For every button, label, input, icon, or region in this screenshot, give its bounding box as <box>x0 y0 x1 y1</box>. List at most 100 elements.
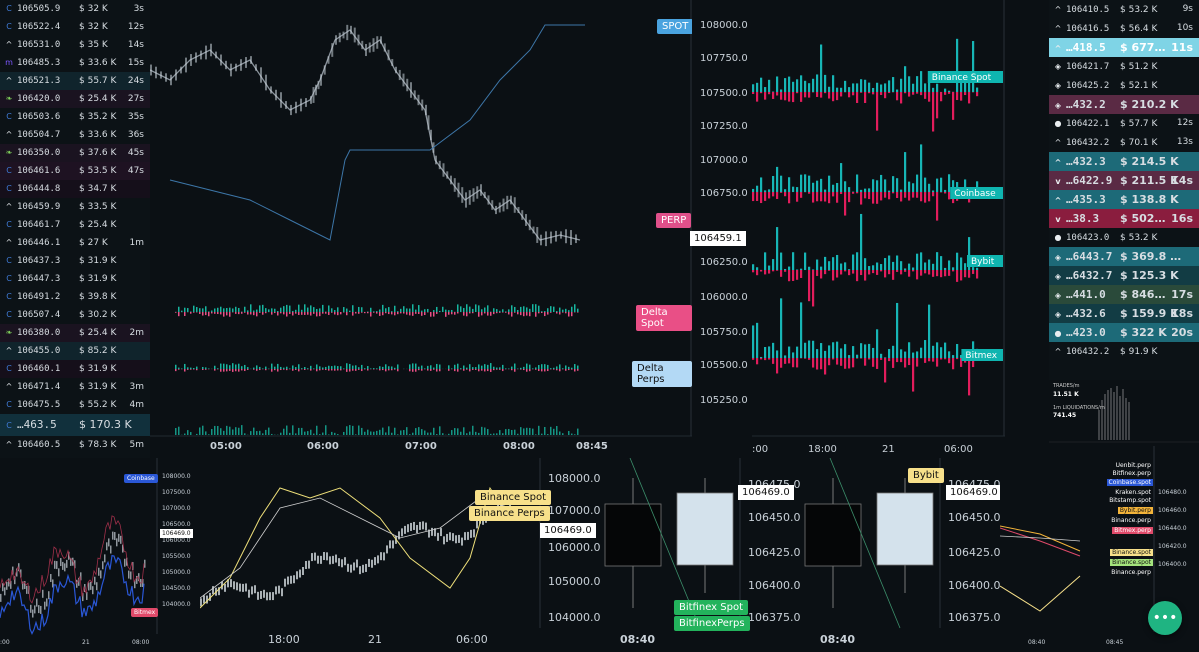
trade-time: 45s <box>127 148 144 158</box>
trade-time: 9s <box>1182 4 1193 14</box>
trade-size: $ 56.4 K <box>1120 24 1158 34</box>
trade-time: 12s <box>1176 118 1193 128</box>
price-tick: 106375.0 <box>948 611 1000 624</box>
legend-entry: Coinbase.spot <box>1106 479 1153 486</box>
trade-size: $ 31.9 K <box>79 382 117 392</box>
coinbase-icon: C <box>6 166 12 175</box>
trade-price: 106522.4 <box>17 22 61 32</box>
time-tick: 08:40 <box>1028 639 1045 646</box>
coinbase-icon: C <box>6 310 12 319</box>
trade-row: ^ 106446.1 $ 27 K 1m <box>0 234 150 252</box>
price-tick: 106750.0 <box>700 188 748 199</box>
exchange-label: Bitmex <box>961 349 1003 361</box>
trade-size: $ 31.9 K <box>79 274 117 284</box>
trades-label: TRADES/m <box>1053 383 1080 389</box>
time-tick: 21 <box>882 444 895 455</box>
price-tick: 104500.0 <box>162 585 191 592</box>
trade-size: $ 33.6 K <box>79 58 117 68</box>
trade-time: 1m <box>129 238 145 248</box>
price-tick: 107500.0 <box>700 88 748 99</box>
price-tick: 105000.0 <box>162 569 191 576</box>
coinbase-icon: C <box>6 274 12 283</box>
trade-size: $ 32 K <box>79 22 108 32</box>
trade-row: ◈ …6443.7 $ 369.8 … <box>1049 247 1199 266</box>
trade-price: 106461.6 <box>17 166 61 176</box>
candles-chart-a[interactable]: 106475.0106450.0106425.0106400.0106375.0… <box>600 458 800 652</box>
price-tick: 107250.0 <box>700 121 748 132</box>
price-tick: 106250.0 <box>700 257 748 268</box>
trades-value: 11.51 K <box>1053 391 1079 398</box>
bitmex-label: Bitmex <box>131 608 159 617</box>
trade-row: C 106444.8 $ 34.7 K <box>0 180 150 198</box>
candles-chart-b[interactable]: 106475.0106450.0106425.0106400.0106375.0… <box>800 458 1000 652</box>
binance-perps-label: Binance Perps <box>469 506 550 521</box>
trade-price: 106521.3 <box>17 76 61 86</box>
coinbase-icon: C <box>6 184 12 193</box>
mini-chart-mid-canvas[interactable]: 108000.0 107000.0 106000.0 105000.0 104000.0… <box>200 458 600 652</box>
svg-text:Coinbase: Coinbase <box>954 189 996 199</box>
trade-price: 106416.5 <box>1066 24 1110 34</box>
trade-row: ◈ …6432.7 $ 125.3 K <box>1049 266 1199 285</box>
bitfinex-spot-label: Bitfinex Spot <box>674 600 749 615</box>
time-tick: 08:40 <box>820 633 855 646</box>
trade-time: 24s <box>127 76 144 86</box>
price-tick: 108000.0 <box>162 473 191 480</box>
mini-chart-left-canvas[interactable]: 108000.0 107500.0 107000.0 106500.0 106000.0… <box>0 458 200 652</box>
exchange-delta-chart[interactable]: Binance Spot Coinbase Bybit Bitmex:00 18:00 2… <box>752 0 1005 458</box>
trade-row: C 106460.1 $ 31.9 K <box>0 360 150 378</box>
trade-size: $ 51.2 K <box>1120 62 1158 72</box>
price-tick: 106425.0 <box>948 546 1000 559</box>
coin-icon: ● <box>1054 233 1062 242</box>
trade-price: 106471.4 <box>17 382 61 392</box>
trade-size: $ 214.5 K <box>1120 155 1179 168</box>
price-tick: 106400.0 <box>1158 561 1187 568</box>
price-tick: 105000.0 <box>548 575 600 588</box>
time-tick: :00 <box>0 639 10 646</box>
price-tick: 107000.0 <box>700 155 748 166</box>
more-options-button[interactable]: ••• <box>1148 601 1182 635</box>
price-tick: 106400.0 <box>948 579 1000 592</box>
trade-size: $ 53.5 K <box>79 166 117 176</box>
main-price-chart[interactable]: SPOT PERP Delta Spot Delta Perps 05:00 06… <box>150 0 692 458</box>
legend-entry: Bitfinex.perp <box>1110 470 1153 477</box>
trade-row: ^ …435.3 $ 138.8 K <box>1049 190 1199 209</box>
trade-size: $ 39.8 K <box>79 292 117 302</box>
legend-entry: Kraken.spot <box>1113 489 1153 496</box>
spot-label: SPOT <box>657 19 692 34</box>
trade-price: 106531.0 <box>17 40 61 50</box>
mini-chart-left[interactable]: 108000.0 107500.0 107000.0 106500.0 106000.0… <box>0 458 200 652</box>
time-tick: 18:00 <box>808 444 837 455</box>
delta-spot-label: Delta Spot <box>636 305 692 331</box>
price-tick: 107000.0 <box>162 505 191 512</box>
trade-row: ● 106422.1 $ 57.7 K 12s <box>1049 114 1199 133</box>
trade-size: $ 369.8 … <box>1120 250 1182 263</box>
mini-chart-mid[interactable]: 108000.0 107000.0 106000.0 105000.0 104000.0… <box>200 458 600 652</box>
trade-size: $ 138.8 K <box>1120 193 1179 206</box>
price-tick: 106375.0 <box>748 611 800 624</box>
time-tick: 05:00 <box>210 441 242 452</box>
main-chart-canvas[interactable] <box>150 0 692 458</box>
trade-row: C 106507.4 $ 30.2 K <box>0 306 150 324</box>
left-trades-feed: C 106505.9 $ 32 K 3s C 106522.4 $ 32 K 12s ^ 1065… <box>0 0 150 458</box>
trade-price: 106475.5 <box>17 400 61 410</box>
price-tick: 106450.0 <box>948 511 1000 524</box>
candles-b-price-tag: 106469.0 <box>946 485 1000 500</box>
trade-price: 106485.3 <box>17 58 61 68</box>
exchange-legend-canvas[interactable]: 106480.0 106460.0 106440.0 106420.0 106400.0… <box>1000 446 1199 652</box>
trade-time: 2m <box>129 328 145 338</box>
trade-row: C 106475.5 $ 55.2 K 4m <box>0 396 150 414</box>
trade-time: 27s <box>127 94 144 104</box>
exchange-delta-canvas[interactable]: Binance Spot Coinbase Bybit Bitmex:00 18:00 2… <box>752 0 1005 458</box>
perp-label: PERP <box>656 213 692 228</box>
trade-price: …423.0 <box>1066 326 1106 339</box>
leaf-icon: ❧ <box>5 94 13 103</box>
price-tick: 104000.0 <box>162 601 191 608</box>
trade-price: 106420.0 <box>17 94 61 104</box>
trade-price: …38.3 <box>1066 212 1100 225</box>
trade-price: 106505.9 <box>17 4 61 14</box>
trade-time: 11s <box>1171 41 1193 54</box>
trade-time: 14s <box>1171 174 1193 187</box>
trade-size: $ 30.2 K <box>79 310 117 320</box>
trade-row: ^ 106531.0 $ 35 K 14s <box>0 36 150 54</box>
chevron-up-icon: ^ <box>5 238 13 247</box>
